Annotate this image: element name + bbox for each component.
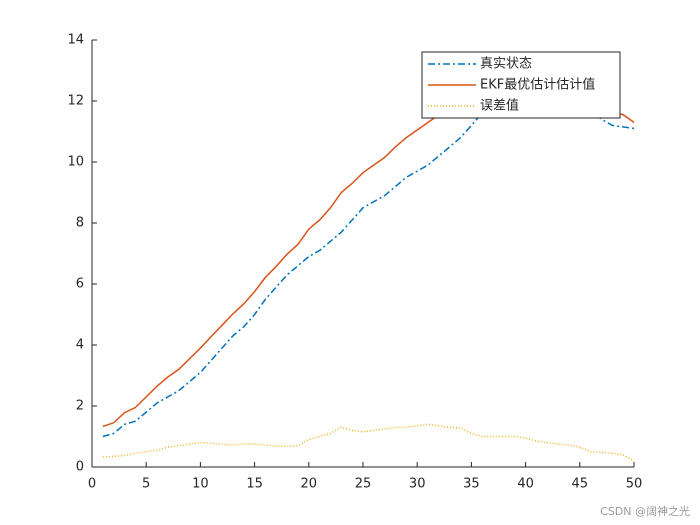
x-tick-label: 35 bbox=[463, 477, 480, 492]
y-tick-label: 10 bbox=[67, 155, 84, 170]
legend-label: 真实状态 bbox=[480, 57, 532, 72]
y-tick-label: 0 bbox=[76, 460, 84, 475]
x-tick-label: 20 bbox=[301, 477, 318, 492]
x-tick-label: 10 bbox=[192, 477, 209, 492]
x-tick-label: 30 bbox=[409, 477, 426, 492]
x-tick-label: 0 bbox=[88, 477, 96, 492]
x-tick-label: 50 bbox=[626, 477, 643, 492]
x-tick-label: 25 bbox=[355, 477, 372, 492]
x-tick-label: 5 bbox=[142, 477, 150, 492]
legend-label: EKF最优估计估计值 bbox=[480, 77, 595, 93]
y-tick-label: 4 bbox=[76, 338, 84, 353]
x-tick-label: 45 bbox=[572, 477, 589, 492]
watermark: CSDN @阔神之光 bbox=[600, 504, 690, 518]
x-tick-label: 15 bbox=[246, 477, 263, 492]
legend-label: 误差值 bbox=[480, 98, 519, 114]
y-tick-label: 12 bbox=[67, 94, 84, 109]
y-tick-label: 2 bbox=[76, 399, 84, 414]
y-tick-label: 14 bbox=[67, 33, 84, 48]
x-tick-label: 40 bbox=[517, 477, 534, 492]
y-tick-label: 6 bbox=[76, 277, 84, 292]
y-tick-label: 8 bbox=[76, 216, 84, 231]
